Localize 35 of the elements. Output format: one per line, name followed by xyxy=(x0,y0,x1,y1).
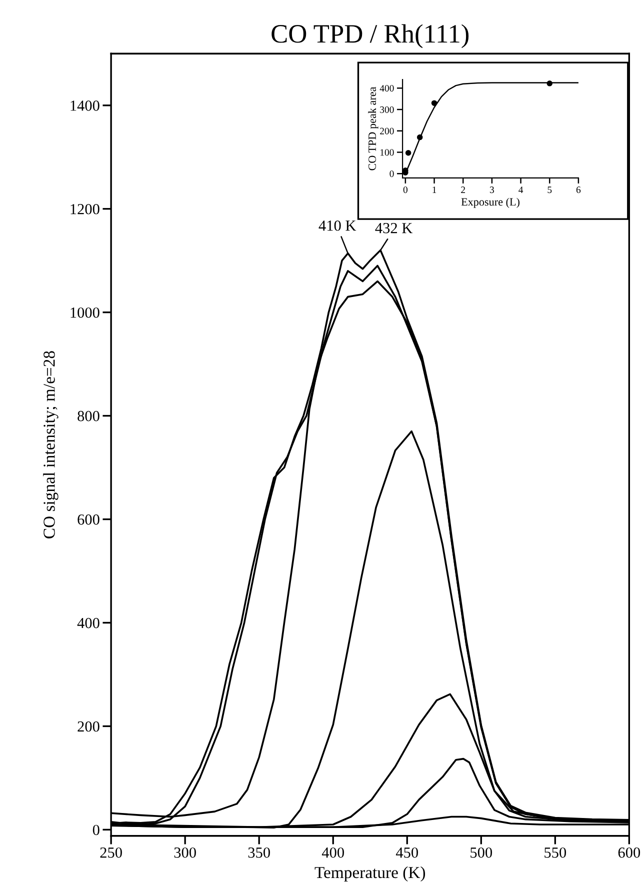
y-tick-label: 0 xyxy=(92,824,100,836)
y-tick-label: 1000 xyxy=(70,307,100,318)
y-tick-label: 600 xyxy=(78,514,100,525)
y-tick-label: 1400 xyxy=(70,100,100,111)
x-tick-label: 500 xyxy=(470,847,492,858)
x-tick-label: 1 xyxy=(432,186,436,193)
x-axis-title: Temperature (K) xyxy=(314,866,426,882)
y-tick-label: 300 xyxy=(380,106,394,113)
annotation: 410 K xyxy=(318,220,356,231)
x-tick-label: 250 xyxy=(100,847,122,858)
y-tick-label: 400 xyxy=(380,85,394,92)
x-tick-label: 2 xyxy=(461,186,465,193)
x-tick-label: 4 xyxy=(518,186,524,193)
y-axis-title: CO signal intensity; m/e=28 xyxy=(43,351,58,538)
x-tick-label: 450 xyxy=(396,847,418,858)
x-tick-label: 6 xyxy=(576,186,581,194)
y-tick-label: 200 xyxy=(78,721,100,732)
y-tick-label: 0 xyxy=(390,170,394,178)
x-tick-label: 0 xyxy=(403,186,408,194)
x-axis-title: Exposure (L) xyxy=(461,198,520,208)
y-tick-label: 1200 xyxy=(70,204,100,214)
y-tick-label: 100 xyxy=(380,149,394,156)
x-tick-label: 5 xyxy=(548,186,552,194)
x-tick-label: 550 xyxy=(544,847,566,858)
y-tick-label: 800 xyxy=(78,410,100,422)
y-tick-label: 200 xyxy=(380,128,394,134)
x-tick-label: 350 xyxy=(248,847,270,858)
annotation: 432 K xyxy=(375,222,413,234)
x-tick-label: 3 xyxy=(490,186,494,194)
x-tick-label: 400 xyxy=(322,847,344,858)
x-tick-label: 300 xyxy=(174,847,196,858)
x-tick-label: 600 xyxy=(618,847,640,858)
y-axis-title: CO TPD peak area xyxy=(368,86,378,170)
chart-title: CO TPD / Rh(111) xyxy=(272,24,469,48)
y-tick-label: 400 xyxy=(77,618,100,628)
